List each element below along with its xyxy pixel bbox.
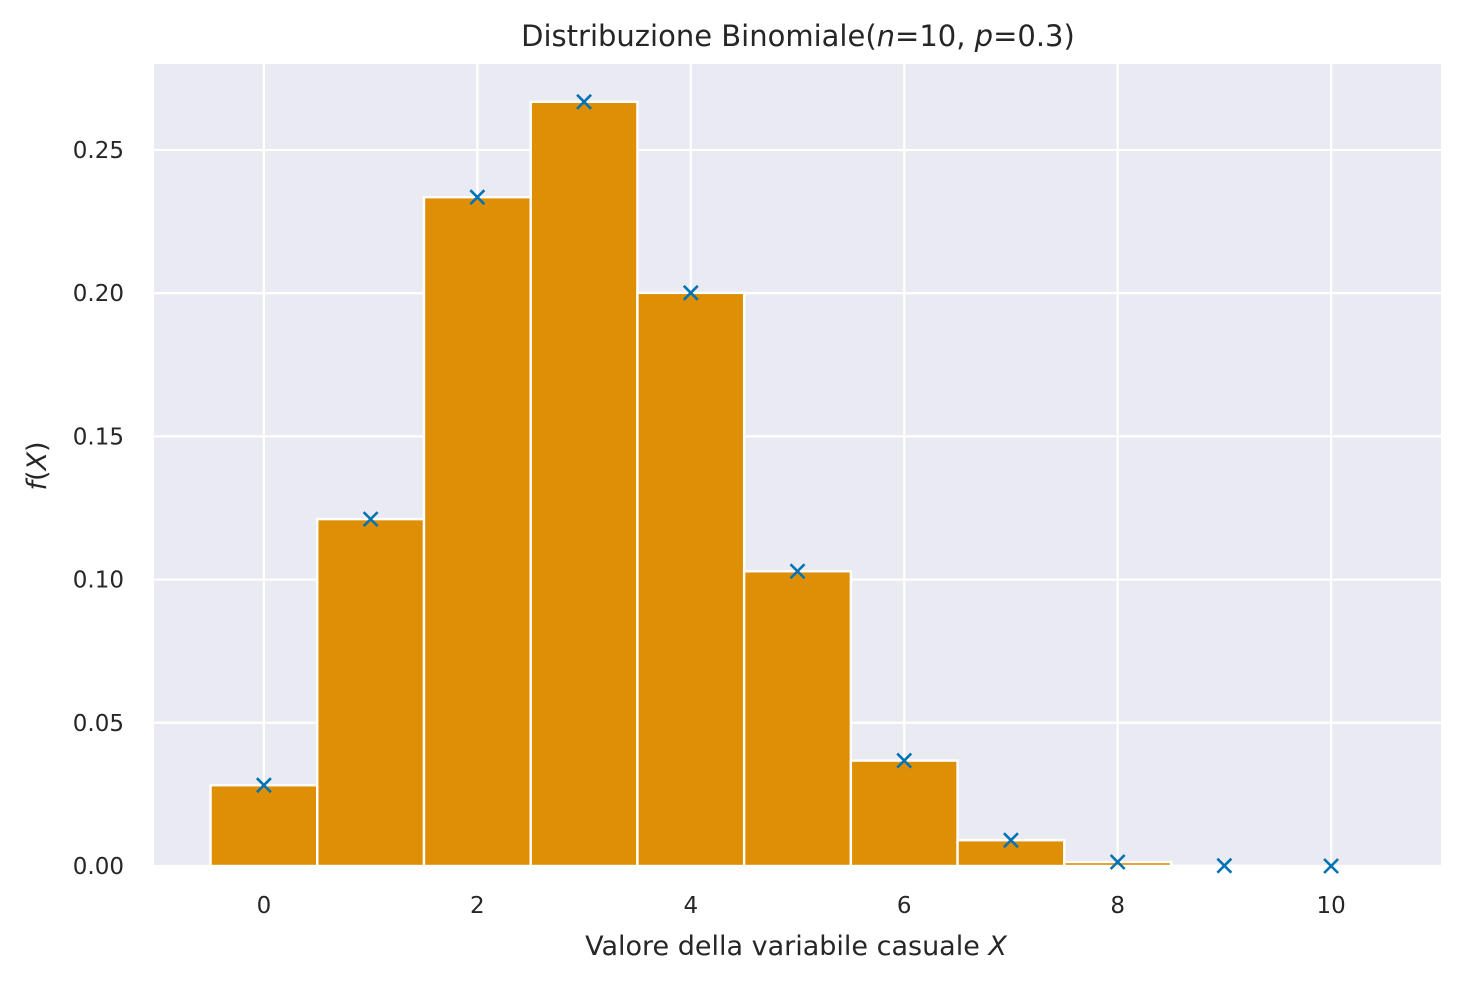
title-p-symbol: p — [974, 19, 993, 53]
bars-layer — [209, 100, 1279, 868]
marker-x0 — [255, 777, 272, 794]
marker-x10 — [1323, 858, 1339, 874]
y-tick-label: 0.25 — [73, 138, 124, 164]
y-tick-label: 0.05 — [73, 711, 124, 737]
bar-x7 — [956, 839, 1066, 868]
y-tick-label: 0.10 — [73, 568, 124, 594]
bar-x1 — [316, 517, 426, 868]
x-tick-label: 10 — [1316, 893, 1345, 919]
y-tick-label: 0.15 — [73, 424, 124, 450]
x-tick-label: 4 — [683, 893, 698, 919]
bar-x0 — [209, 784, 319, 868]
x-axis-label-prefix: Valore della variabile casuale — [585, 931, 988, 962]
x-tick-label: 6 — [897, 893, 912, 919]
chart-title: Distribuzione Binomiale(n=10, p=0.3) — [521, 19, 1075, 53]
ticks-layer: 0 2 4 6 8 10 0.00 0.05 0.10 0.15 0.20 0.25 — [73, 138, 1346, 919]
y-axis-label: f(X) — [22, 441, 53, 490]
marker-x8 — [1109, 854, 1126, 870]
marker-x6 — [896, 752, 913, 769]
marker-x4 — [682, 284, 699, 301]
marker-x3 — [576, 93, 592, 110]
x-tick-label: 2 — [470, 893, 485, 919]
x-axis-label-var: X — [986, 931, 1007, 962]
marker-x9 — [1216, 857, 1233, 874]
y-axis-label-open: ( — [22, 470, 53, 481]
title-p-value: =0.3) — [993, 19, 1075, 53]
marker-x2 — [469, 189, 486, 206]
bar-x5 — [742, 570, 853, 868]
title-prefix: Distribuzione Binomiale( — [521, 19, 876, 53]
x-axis-label: Valore della variabile casuale X — [585, 931, 1007, 962]
marker-x5 — [789, 563, 806, 580]
y-tick-label: 0.20 — [73, 281, 124, 307]
bar-x4 — [636, 291, 746, 868]
title-n-symbol: n — [877, 19, 895, 53]
x-tick-label: 8 — [1110, 893, 1125, 919]
marker-x7 — [1003, 832, 1019, 849]
x-tick-label: 0 — [257, 893, 272, 919]
title-n-value: =10, — [895, 19, 975, 53]
bar-x6 — [849, 759, 959, 868]
y-tick-label: 0.00 — [73, 854, 124, 880]
markers-layer — [255, 93, 1339, 874]
bar-x2 — [422, 195, 532, 868]
y-axis-label-var: X — [22, 451, 53, 472]
bar-x3 — [529, 100, 639, 868]
y-axis-label-close: ) — [22, 441, 53, 452]
marker-x1 — [362, 511, 379, 528]
